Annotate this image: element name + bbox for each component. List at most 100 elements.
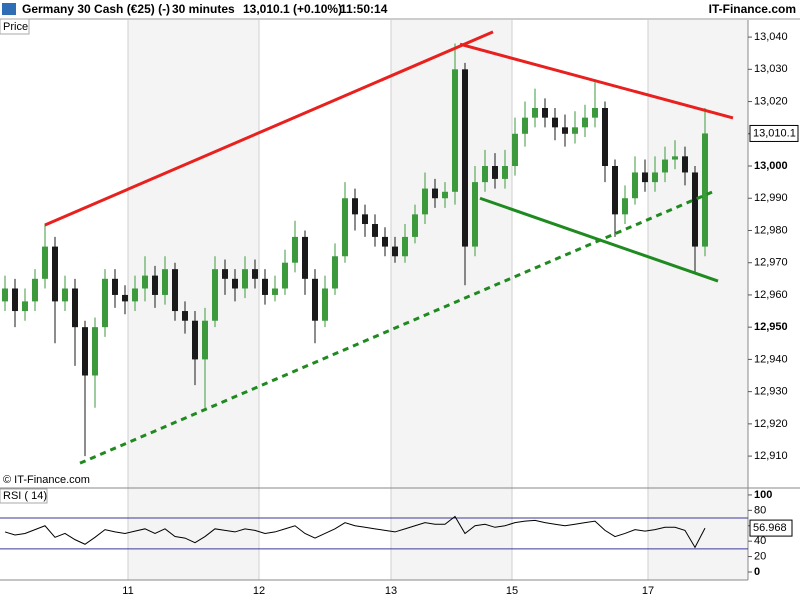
candle-body — [502, 166, 508, 179]
candle-body — [182, 311, 188, 321]
y-tick-label: 13,000 — [754, 160, 788, 172]
panel-label-box — [0, 18, 30, 35]
x-tick-label: 17 — [642, 585, 654, 597]
candle-body — [352, 198, 358, 215]
price-tag: 13,010.1 — [753, 127, 796, 139]
candle-body — [72, 288, 78, 328]
day-band — [391, 20, 512, 580]
candle-body — [82, 327, 88, 376]
panel-label: Price — [3, 21, 28, 33]
candle-body — [42, 246, 48, 279]
x-tick-label: 15 — [506, 585, 518, 597]
candle-body — [242, 269, 248, 289]
candle-body — [62, 288, 68, 302]
y-tick-label: 13,020 — [754, 95, 788, 107]
candle-body — [162, 269, 168, 295]
candle-body — [52, 246, 58, 302]
y-tick-label: 12,950 — [754, 321, 788, 333]
candle-body — [382, 236, 388, 247]
candle-body — [272, 288, 278, 295]
candle-body — [402, 236, 408, 257]
candle-body — [102, 278, 108, 328]
candle-body — [702, 133, 708, 247]
candle-body — [642, 172, 648, 183]
candle-body — [192, 320, 198, 360]
y-tick-label: 13,030 — [754, 63, 788, 75]
trend-line — [459, 42, 734, 120]
candle-body — [2, 288, 8, 302]
y-tick-label: 12,960 — [754, 289, 788, 301]
candle-body — [612, 166, 618, 215]
candle-body — [652, 172, 658, 183]
candle-body — [212, 269, 218, 321]
y-tick-label: 12,940 — [754, 353, 788, 365]
candle-body — [252, 269, 258, 279]
candle-body — [622, 198, 628, 215]
candle-body — [542, 107, 548, 118]
price-tag-box — [749, 124, 799, 142]
candle-body — [412, 214, 418, 237]
candle-body — [662, 159, 668, 173]
trend-line — [479, 196, 719, 283]
rsi-line — [4, 515, 706, 549]
candle-body — [632, 172, 638, 199]
header-bar — [0, 0, 800, 18]
y-tick-label: 13,040 — [754, 31, 788, 43]
candle-body — [582, 117, 588, 128]
candle-body — [172, 269, 178, 312]
candle-body — [462, 69, 468, 247]
candle-body — [592, 107, 598, 118]
rsi-tick-label: 20 — [754, 550, 766, 562]
rsi-label: RSI ( 14) — [3, 490, 47, 502]
candle-body — [292, 236, 298, 263]
candle-body — [442, 191, 448, 199]
candle-body — [132, 288, 138, 302]
candle-body — [562, 127, 568, 134]
candle-body — [452, 69, 458, 192]
trend-line — [79, 190, 713, 465]
candle-body — [392, 246, 398, 257]
candle-body — [432, 188, 438, 199]
rsi-tag: 56.968 — [753, 522, 787, 534]
candle-body — [602, 107, 608, 167]
y-tick-label: 12,930 — [754, 386, 788, 398]
y-tick-label: 12,920 — [754, 418, 788, 430]
candle-body — [422, 188, 428, 215]
candle-body — [92, 327, 98, 376]
candle-body — [512, 133, 518, 167]
candle-body — [112, 278, 118, 295]
candle-body — [262, 278, 268, 295]
rsi-tick-label: 40 — [754, 535, 766, 547]
x-tick-label: 11 — [122, 585, 133, 597]
candle-body — [282, 262, 288, 289]
candle-body — [482, 166, 488, 183]
candle-body — [12, 288, 18, 312]
trend-line — [44, 30, 494, 227]
candle-body — [332, 256, 338, 289]
interval: 30 minutes — [172, 2, 235, 16]
candle-body — [322, 288, 328, 321]
y-tick-label: 12,990 — [754, 192, 788, 204]
candle-body — [342, 198, 348, 257]
rsi-tick-label: 0 — [754, 566, 760, 578]
y-tick-label: 12,970 — [754, 257, 788, 269]
candle-body — [572, 127, 578, 134]
rsi-tick-label: 80 — [754, 504, 766, 516]
quote: 13,010.1 (+0.10%) — [243, 2, 342, 16]
candle-body — [302, 236, 308, 279]
candle-body — [492, 166, 498, 179]
candle-body — [532, 107, 538, 118]
time: 11:50:14 — [340, 2, 388, 16]
rsi-label-box — [0, 488, 48, 504]
candle-body — [472, 182, 478, 247]
candle-body — [22, 301, 28, 312]
x-tick-label: 13 — [385, 585, 397, 597]
rsi-tick-label: 100 — [754, 489, 772, 501]
y-tick-label: 12,910 — [754, 450, 788, 462]
candle-body — [692, 172, 698, 247]
candle-body — [362, 214, 368, 225]
logo-icon — [2, 3, 16, 15]
candle-body — [232, 278, 238, 289]
